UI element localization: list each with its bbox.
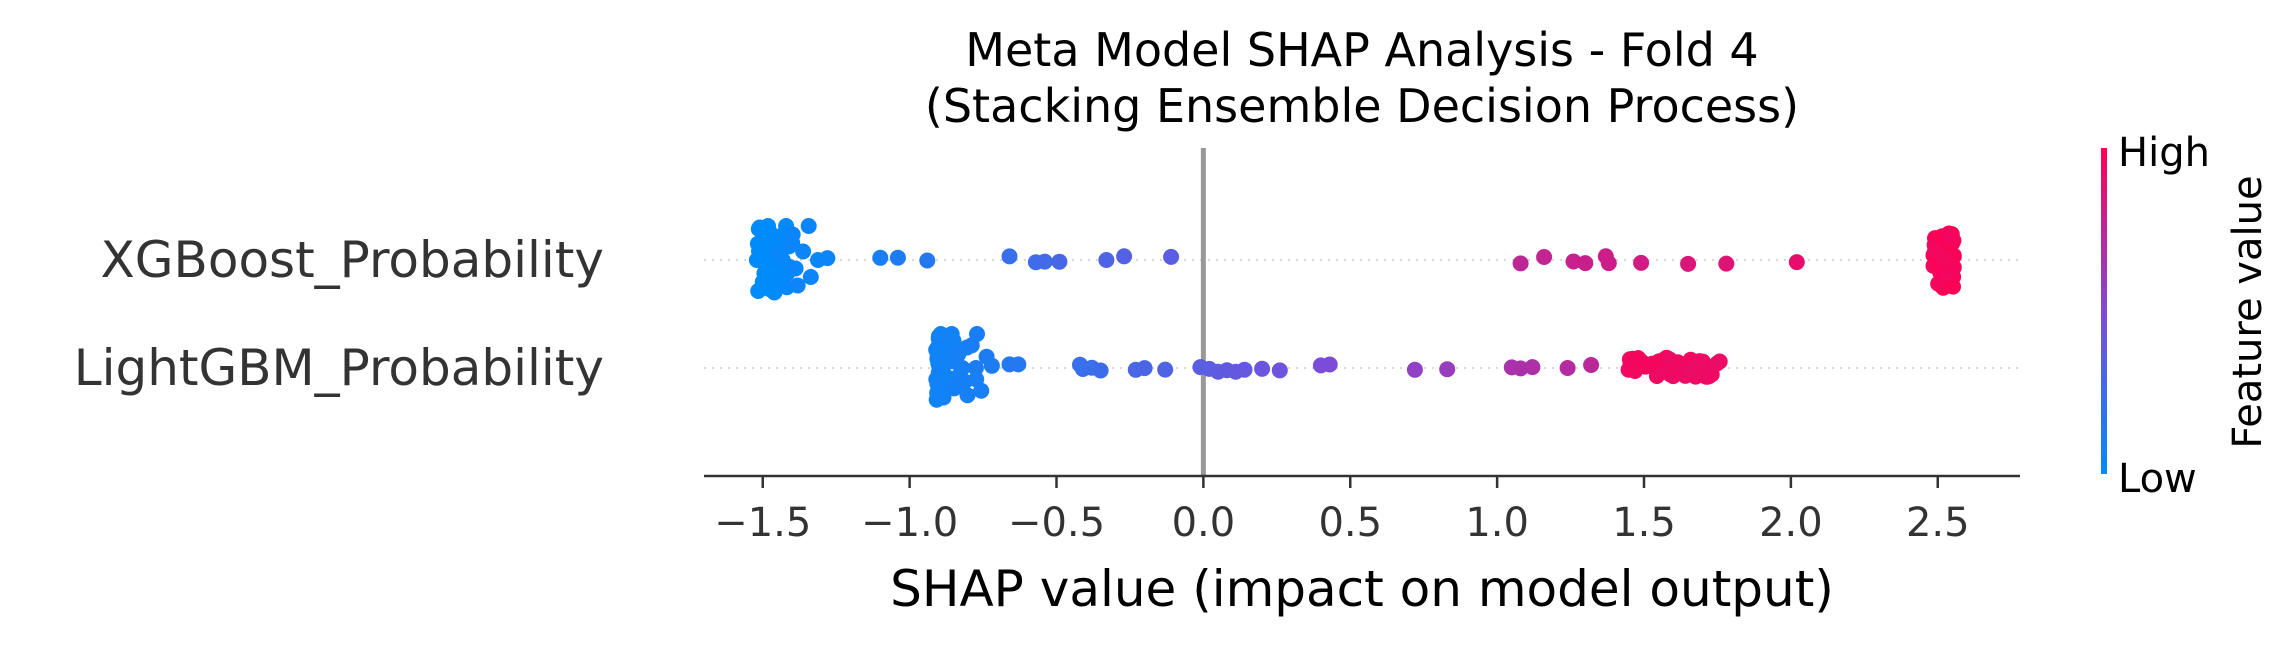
shap-point [967,360,984,376]
x-tick-label: 1.5 [1612,500,1676,546]
shap-point [1116,248,1133,265]
x-axis-label: SHAP value (impact on model output) [890,560,1834,618]
shap-point [946,380,963,397]
shap-point [1941,229,1958,246]
shap-point [1236,361,1253,378]
shap-point [789,277,806,294]
shap-point [1669,354,1686,371]
feature-label: XGBoost_Probability [101,231,604,289]
colorbar-gradient [2101,148,2107,474]
shap-point [872,249,889,266]
shap-point [1439,361,1456,378]
x-axis-ticks: −1.5 −1.0 −0.5 0.0 0.5 1.0 1.5 2.0 2.5 [714,476,1970,546]
x-tick-label: 2.5 [1906,500,1970,546]
shap-point [919,252,936,269]
shap-point [1565,253,1582,270]
shap-point [1682,361,1699,378]
x-tick-label: 2.0 [1759,500,1823,546]
shap-point [1680,255,1697,272]
shap-point [750,283,767,299]
shap-point [766,284,783,301]
shap-point [1945,278,1961,295]
shap-point [1010,356,1027,373]
shap-point [760,218,776,234]
shap-point [1092,362,1109,379]
x-tick-label: −0.5 [1008,500,1105,546]
shap-point [1406,361,1423,378]
feature-rows: XGBoost_Probability LightGBM_Probability [74,231,2020,397]
chart-title-line1: Meta Model SHAP Analysis - Fold 4 [965,23,1758,77]
x-tick-label: −1.5 [714,500,811,546]
shap-point [1157,361,1174,378]
shap-point [1709,355,1726,372]
shap-point [889,249,906,266]
shap-point [1600,255,1617,272]
shap-point [1163,248,1180,265]
shap-point [983,357,1000,374]
colorbar-title: Feature value [2225,175,2271,448]
shap-point [959,387,976,404]
shap-point [1621,351,1638,368]
shap-point [973,382,990,399]
shap-point [784,226,801,243]
shap-point [795,243,812,260]
shap-point [1001,248,1018,265]
shap-point [969,326,985,342]
shap-point [1583,357,1600,373]
shap-point [1271,362,1288,379]
feature-label: LightGBM_Probability [74,339,604,397]
shap-point [1559,360,1576,376]
shap-point [1718,255,1735,272]
colorbar-low-label: Low [2118,456,2197,502]
shap-point [1524,359,1541,376]
colorbar: High Low Feature value [2101,130,2271,502]
shap-point [928,391,945,408]
shap-point [1577,255,1594,272]
shap-point [943,326,960,342]
x-tick-label: 0.5 [1318,500,1382,546]
chart-title-line2: (Stacking Ensemble Decision Process) [925,79,1799,133]
shap-point [1512,360,1529,377]
colorbar-high-label: High [2118,130,2210,176]
shap-point [1512,255,1529,272]
shap-point [1254,360,1271,377]
shap-point [1321,356,1338,373]
shap-point [1788,254,1805,271]
shap-point [1536,249,1553,265]
shap-point [1633,254,1650,271]
shap-point [787,260,804,277]
shap-point [1637,358,1654,375]
shap-point [1098,252,1115,268]
shap-point [819,250,836,267]
shap-point [1698,368,1715,385]
shap-point [1136,360,1153,377]
x-tick-label: −1.0 [861,500,958,546]
shap-point [1051,253,1068,270]
shap-points [748,218,1962,408]
shap-point [1036,253,1053,270]
x-tick-label: 1.0 [1465,500,1529,546]
shap-point [800,218,817,234]
shap-point [1936,248,1953,265]
x-tick-label: 0.0 [1172,500,1236,546]
shap-point [802,269,819,285]
